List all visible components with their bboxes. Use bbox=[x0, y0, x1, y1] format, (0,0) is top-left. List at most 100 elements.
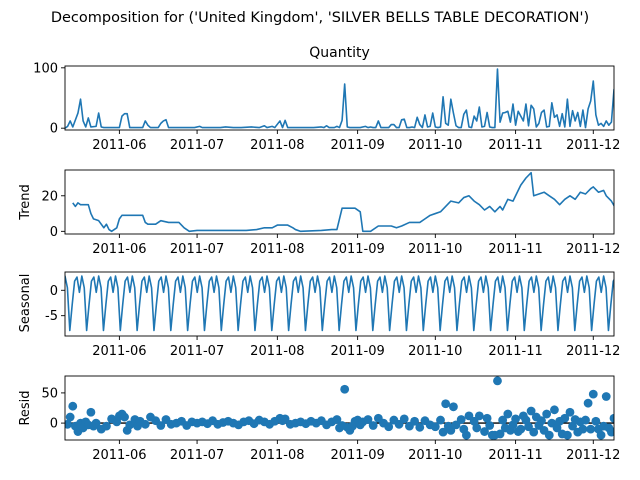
resid-plot-area bbox=[65, 376, 634, 440]
resid-xtick-label: 2011-08 bbox=[250, 448, 304, 463]
resid-point bbox=[495, 429, 505, 439]
resid-point bbox=[332, 415, 342, 424]
resid-point bbox=[485, 421, 495, 430]
resid-point bbox=[591, 416, 601, 426]
resid-ytick-label: 50 bbox=[41, 386, 58, 401]
resid-point bbox=[620, 416, 629, 425]
seasonal-ytick-label: 0 bbox=[50, 284, 58, 299]
resid-point bbox=[140, 419, 150, 429]
trend-xtick-label: 2011-06 bbox=[92, 242, 146, 257]
observed-ytick-label: 100 bbox=[33, 61, 58, 76]
resid-point bbox=[436, 415, 445, 425]
observed-panel: Quantity 0 100 2011-06 2011-07 2011-08 2011-0… bbox=[33, 45, 620, 153]
seasonal-xtick-label: 2011-07 bbox=[170, 344, 224, 359]
resid-point bbox=[511, 414, 520, 424]
resid-point bbox=[601, 392, 611, 401]
observed-xtick-label: 2011-12 bbox=[566, 138, 620, 153]
resid-point bbox=[461, 430, 471, 440]
resid-point bbox=[612, 426, 614, 434]
figure-title: Decomposition for ('United Kingdom', 'SI… bbox=[51, 10, 589, 26]
resid-xtick-label: 2011-07 bbox=[170, 448, 224, 463]
resid-ytick-label: 0 bbox=[50, 417, 58, 432]
resid-panel: Resid 0 50 2011-06 2011-07 2011-08 2011-09 201… bbox=[18, 375, 634, 463]
resid-point bbox=[438, 427, 448, 437]
resid-point bbox=[586, 424, 596, 434]
resid-point bbox=[451, 420, 461, 430]
observed-axes-frame bbox=[64, 65, 615, 131]
resid-point bbox=[609, 413, 614, 423]
observed-xtick-label: 2011-09 bbox=[330, 138, 384, 153]
resid-point bbox=[562, 430, 572, 440]
resid-axes-frame bbox=[64, 375, 615, 441]
resid-point bbox=[617, 431, 626, 440]
resid-ylabel: Resid bbox=[18, 390, 33, 425]
resid-point bbox=[456, 415, 466, 424]
resid-point bbox=[578, 424, 588, 434]
resid-point bbox=[625, 421, 634, 430]
trend-ytick-label: 20 bbox=[41, 189, 58, 204]
resid-point bbox=[583, 398, 593, 408]
resid-point bbox=[550, 405, 559, 415]
resid-point bbox=[410, 416, 419, 426]
observed-xtick-label: 2011-11 bbox=[488, 138, 542, 153]
resid-point bbox=[615, 417, 624, 426]
trend-xtick-label: 2011-12 bbox=[566, 242, 620, 257]
seasonal-ylabel: Seasonal bbox=[18, 274, 33, 333]
seasonal-ytick-label: -5 bbox=[45, 309, 58, 324]
resid-point bbox=[399, 414, 409, 424]
resid-point bbox=[568, 421, 577, 431]
trend-xtick-label: 2011-11 bbox=[488, 242, 542, 257]
resid-point bbox=[581, 415, 590, 425]
resid-point bbox=[368, 421, 378, 430]
resid-point bbox=[526, 406, 536, 416]
trend-xtick-label: 2011-09 bbox=[330, 242, 384, 257]
observed-series-line bbox=[65, 68, 614, 129]
trend-ytick-label: 0 bbox=[50, 225, 58, 240]
resid-point bbox=[156, 421, 166, 430]
seasonal-xtick-label: 2011-09 bbox=[330, 344, 384, 359]
observed-xtick-label: 2011-06 bbox=[92, 138, 146, 153]
resid-point bbox=[521, 415, 531, 425]
resid-point bbox=[498, 415, 508, 425]
observed-plot-area bbox=[65, 68, 614, 129]
trend-plot-area bbox=[72, 171, 614, 233]
resid-xtick-label: 2011-10 bbox=[408, 448, 462, 463]
resid-point bbox=[607, 427, 614, 437]
observed-panel-title: Quantity bbox=[309, 45, 370, 61]
resid-point bbox=[560, 413, 570, 423]
resid-point bbox=[125, 420, 135, 430]
trend-xtick-label: 2011-10 bbox=[408, 242, 462, 257]
observed-ytick-label: 0 bbox=[50, 122, 58, 137]
resid-point bbox=[588, 389, 598, 399]
trend-panel: Trend 0 20 2011-06 2011-07 2011-08 2011-09 201… bbox=[18, 169, 620, 257]
resid-point bbox=[552, 423, 562, 433]
seasonal-series-line bbox=[65, 275, 614, 332]
resid-point bbox=[516, 424, 526, 434]
resid-point bbox=[565, 407, 575, 417]
seasonal-axes-frame bbox=[64, 271, 615, 337]
resid-point bbox=[480, 427, 489, 436]
resid-point bbox=[384, 422, 394, 432]
resid-point bbox=[65, 412, 75, 422]
resid-xtick-label: 2011-09 bbox=[330, 448, 384, 463]
resid-point bbox=[65, 419, 72, 429]
seasonal-xtick-label: 2011-11 bbox=[488, 344, 542, 359]
trend-axes-frame bbox=[64, 169, 615, 235]
resid-point bbox=[415, 422, 425, 432]
trend-xtick-label: 2011-07 bbox=[170, 242, 224, 257]
seasonal-panel: Seasonal 0 -5 2011-06 2011-07 2011-08 2011-09… bbox=[18, 271, 620, 359]
resid-point bbox=[623, 424, 632, 433]
resid-point bbox=[493, 376, 502, 386]
resid-point bbox=[68, 401, 78, 411]
resid-point bbox=[529, 427, 539, 437]
trend-ylabel: Trend bbox=[18, 184, 33, 221]
resid-point bbox=[542, 409, 552, 419]
resid-point bbox=[430, 422, 440, 432]
resid-point bbox=[91, 418, 101, 428]
resid-point bbox=[503, 409, 513, 419]
resid-point bbox=[441, 399, 451, 409]
resid-point bbox=[86, 407, 96, 417]
resid-point bbox=[474, 411, 484, 421]
trend-xtick-label: 2011-08 bbox=[250, 242, 304, 257]
